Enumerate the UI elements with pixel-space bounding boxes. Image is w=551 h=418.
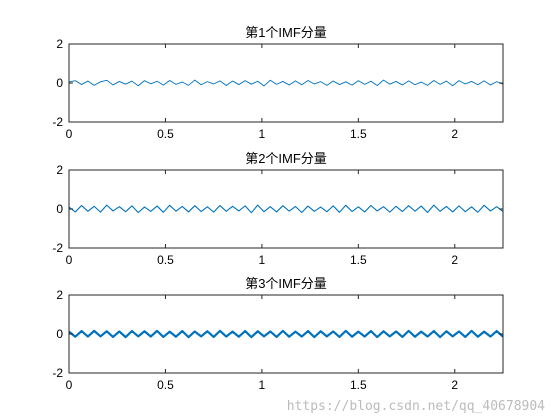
- series-line: [68, 79, 504, 87]
- y-tick-label: -2: [52, 366, 63, 380]
- y-tick-label: 2: [56, 288, 63, 302]
- x-tick-label: 1.5: [350, 378, 367, 392]
- y-tick-label: 0: [56, 327, 63, 341]
- y-tick-label: 2: [56, 163, 63, 177]
- subplot-title: 第1个IMF分量: [245, 25, 327, 40]
- x-tick-label: 0: [66, 253, 73, 267]
- y-tick-label: -2: [52, 115, 63, 129]
- x-tick-label: 0.5: [157, 127, 174, 141]
- x-tick-label: 0.5: [157, 253, 174, 267]
- x-tick-label: 2: [451, 378, 458, 392]
- watermark: https://blog.csdn.net/qq_40678904: [286, 399, 545, 414]
- subplot-title: 第2个IMF分量: [245, 151, 327, 166]
- y-tick-label: 2: [56, 37, 63, 51]
- x-tick-label: 1: [259, 378, 266, 392]
- x-tick-label: 2: [451, 253, 458, 267]
- subplot-title: 第3个IMF分量: [245, 276, 327, 291]
- x-tick-label: 1: [259, 127, 266, 141]
- x-tick-label: 0: [66, 127, 73, 141]
- y-tick-label: 0: [56, 202, 63, 216]
- x-tick-label: 2: [451, 127, 458, 141]
- series-line: [68, 204, 504, 214]
- series-line: [68, 329, 504, 339]
- x-tick-label: 0: [66, 378, 73, 392]
- y-tick-label: -2: [52, 241, 63, 255]
- x-tick-label: 1.5: [350, 253, 367, 267]
- y-tick-label: 0: [56, 76, 63, 90]
- x-tick-label: 1.5: [350, 127, 367, 141]
- x-tick-label: 0.5: [157, 378, 174, 392]
- x-tick-label: 1: [259, 253, 266, 267]
